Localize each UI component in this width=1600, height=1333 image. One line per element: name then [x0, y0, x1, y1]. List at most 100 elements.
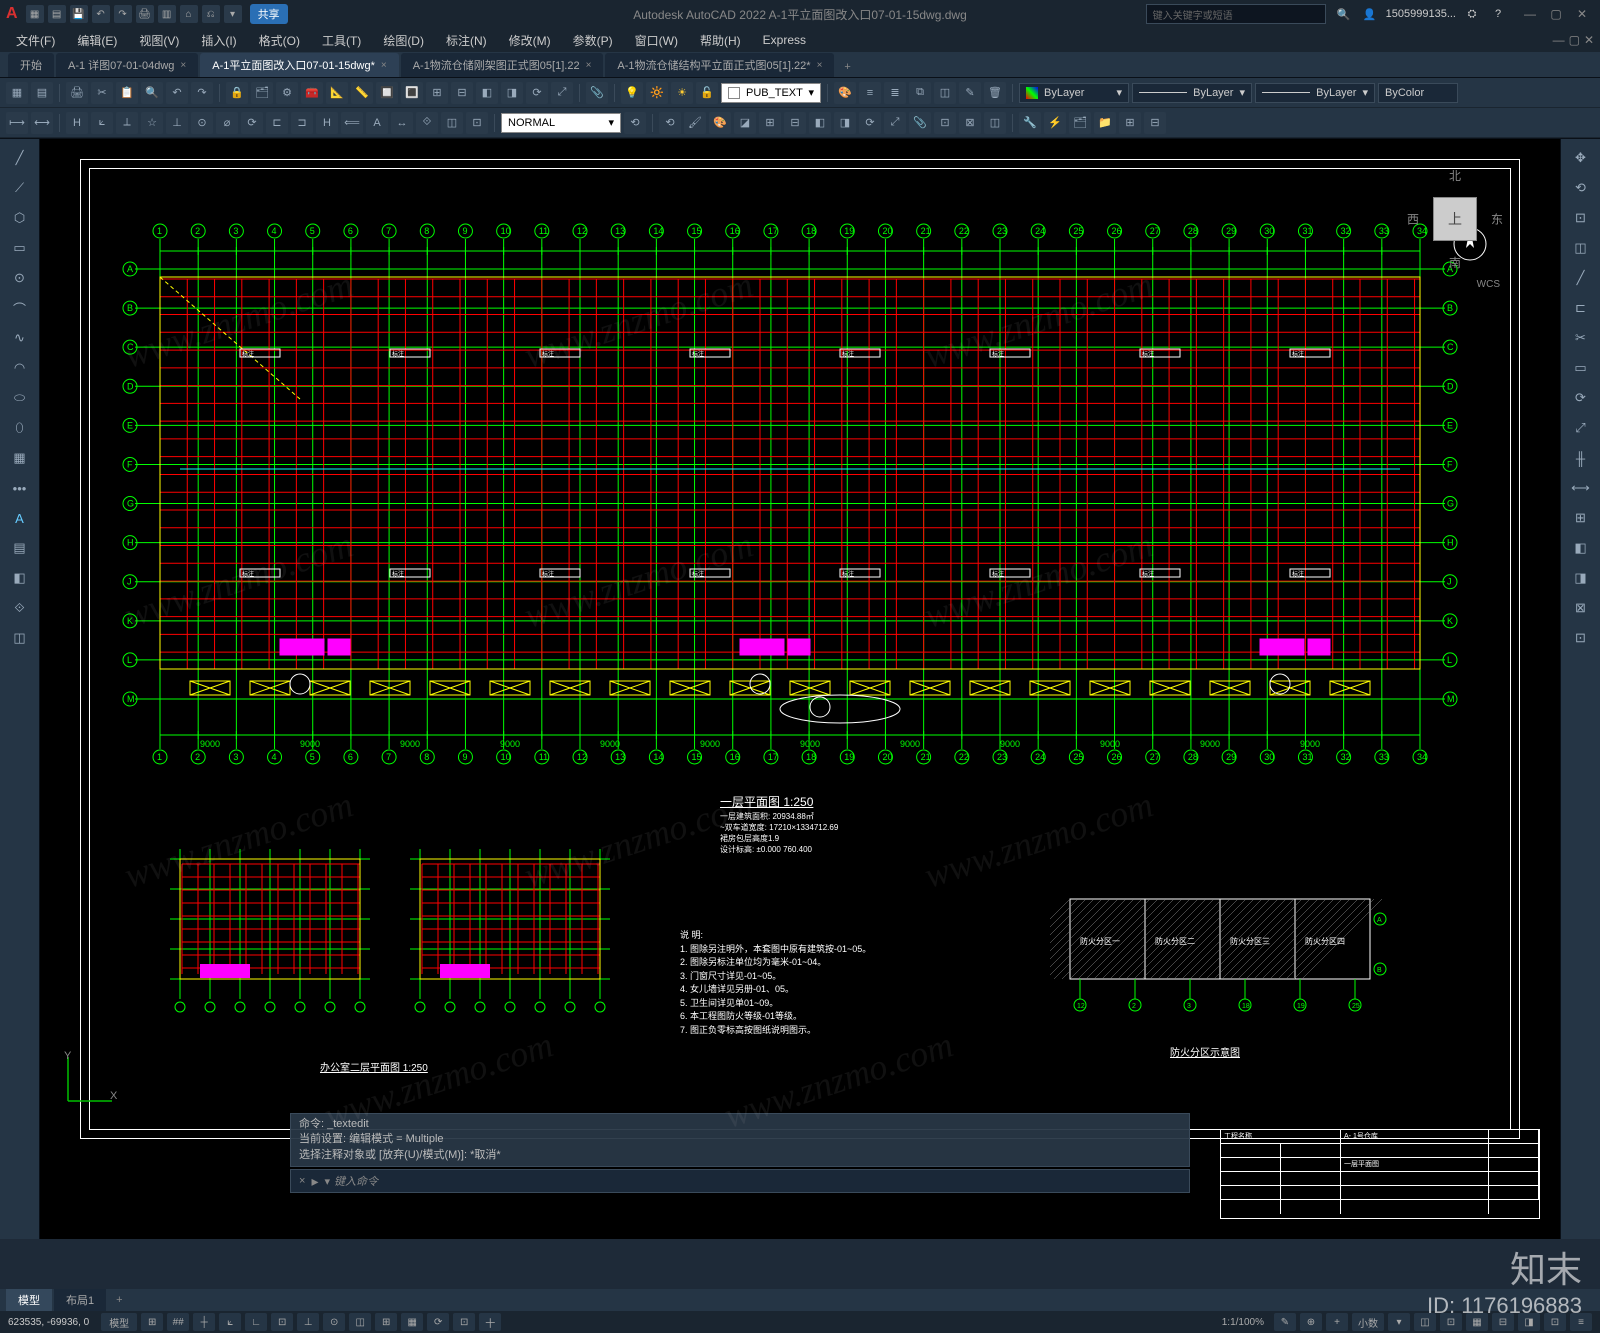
sb-icon[interactable]: ⊥ — [297, 1313, 319, 1331]
doc-minimize-icon[interactable]: — — [1553, 33, 1565, 47]
layer-combo[interactable]: PUB_TEXT▾ — [721, 83, 821, 103]
tb-icon[interactable]: 🔒 — [226, 82, 248, 104]
sb-snap-icon[interactable]: ## — [167, 1313, 189, 1331]
menu-dimension[interactable]: 标注(N) — [436, 30, 497, 51]
command-input[interactable]: × ▸ ▾ 键入命令 — [290, 1169, 1190, 1193]
tb-icon[interactable]: 📎 — [586, 82, 608, 104]
tb-icon[interactable]: ≣ — [884, 82, 906, 104]
menu-draw[interactable]: 绘图(D) — [373, 30, 434, 51]
menu-express[interactable]: Express — [753, 31, 816, 49]
tb-icon[interactable]: 🔳 — [401, 82, 423, 104]
tb-icon[interactable]: ≡ — [859, 82, 881, 104]
tool-icon[interactable]: ⬯ — [7, 415, 33, 441]
tab-drawing-active[interactable]: A-1平立面图改入口07-01-15dwg*× — [200, 53, 398, 77]
sb-icon[interactable]: ▾ — [1388, 1313, 1410, 1331]
vc-top-face[interactable]: 上 — [1433, 197, 1477, 241]
tb2-icon[interactable]: ⟲ — [659, 112, 681, 134]
wcs-label[interactable]: WCS — [1477, 279, 1500, 290]
plotstyle-combo[interactable]: ByColor — [1378, 83, 1458, 103]
tool-move-icon[interactable]: ✥ — [1568, 145, 1594, 171]
sb-icon[interactable]: 十 — [479, 1313, 501, 1331]
sb-grid-icon[interactable]: ⊞ — [141, 1313, 163, 1331]
tool-arc-icon[interactable]: ⌒ — [7, 295, 33, 321]
dim-icon[interactable]: ⟐ — [416, 112, 438, 134]
tb-bulb-icon[interactable]: 💡 — [621, 82, 643, 104]
qat-undo-icon[interactable]: ↶ — [92, 5, 110, 23]
tb-find-icon[interactable]: 🔍 — [141, 82, 163, 104]
tool-rect-icon[interactable]: ▭ — [7, 235, 33, 261]
sb-ortho-icon[interactable]: ∟ — [245, 1313, 267, 1331]
sb-icon[interactable]: ⊡ — [453, 1313, 475, 1331]
tool-icon[interactable]: ⊡ — [1568, 205, 1594, 231]
tb2-icon[interactable]: ⊟ — [784, 112, 806, 134]
sb-units[interactable]: 小数 — [1352, 1313, 1384, 1331]
tool-rotate-icon[interactable]: ⟲ — [1568, 175, 1594, 201]
menu-help[interactable]: 帮助(H) — [690, 30, 751, 51]
dimstyle-combo[interactable]: NORMAL▾ — [501, 113, 621, 133]
tb-icon[interactable]: ⟳ — [526, 82, 548, 104]
new-tab-button[interactable]: + — [836, 57, 858, 77]
tb-icon[interactable]: ⧉ — [909, 82, 931, 104]
qat-icon[interactable]: ⎌ — [202, 5, 220, 23]
tool-ellipse-icon[interactable]: ◠ — [7, 355, 33, 381]
tb2-icon[interactable]: 🎨 — [709, 112, 731, 134]
dim-icon[interactable]: ↔ — [391, 112, 413, 134]
tool-icon[interactable]: ◧ — [1568, 535, 1594, 561]
tb2-icon[interactable]: 🗂 — [1069, 112, 1091, 134]
doc-close-icon[interactable]: ✕ — [1584, 33, 1594, 47]
tool-icon[interactable]: ◫ — [1568, 235, 1594, 261]
tb-redo-icon[interactable]: ↷ — [191, 82, 213, 104]
tool-icon[interactable]: ⟳ — [1568, 385, 1594, 411]
tool-icon[interactable]: ▭ — [1568, 355, 1594, 381]
tb-paste-icon[interactable]: 📋 — [116, 82, 138, 104]
menu-parametric[interactable]: 参数(P) — [563, 30, 623, 51]
sb-model-button[interactable]: 模型 — [101, 1313, 137, 1331]
tool-icon[interactable]: ◫ — [7, 625, 33, 651]
tool-icon[interactable]: ⬭ — [7, 385, 33, 411]
tb-cut-icon[interactable]: ✂ — [91, 82, 113, 104]
tool-icon[interactable]: ⟷ — [1568, 475, 1594, 501]
doc-maximize-icon[interactable]: ▢ — [1569, 33, 1580, 47]
dim-icon[interactable]: ◫ — [441, 112, 463, 134]
tool-icon[interactable]: ⊞ — [1568, 505, 1594, 531]
dim-icon[interactable]: ☆ — [141, 112, 163, 134]
qat-dropdown-icon[interactable]: ▾ — [224, 5, 242, 23]
tb-icon[interactable]: ✎ — [959, 82, 981, 104]
tb-icon[interactable]: 🗑 — [984, 82, 1006, 104]
tab-close-icon[interactable]: × — [381, 60, 387, 71]
tb-icon[interactable]: ⤢ — [551, 82, 573, 104]
qat-print-icon[interactable]: 🖨 — [136, 5, 154, 23]
tb2-icon[interactable]: ⊠ — [959, 112, 981, 134]
tb2-icon[interactable]: 🔧 — [1019, 112, 1041, 134]
sb-icon[interactable]: ⊕ — [1300, 1313, 1322, 1331]
tb2-icon[interactable]: 🖌 — [684, 112, 706, 134]
tool-icon[interactable]: ✂ — [1568, 325, 1594, 351]
qat-icon[interactable]: ▤ — [48, 5, 66, 23]
menu-insert[interactable]: 插入(I) — [191, 30, 246, 51]
tb2-icon[interactable]: ⊞ — [759, 112, 781, 134]
maximize-button[interactable]: ▢ — [1544, 4, 1568, 24]
menu-tools[interactable]: 工具(T) — [312, 30, 371, 51]
qat-save-icon[interactable]: 💾 — [70, 5, 88, 23]
sb-scale[interactable]: 1:1/100% — [1216, 1317, 1270, 1328]
close-button[interactable]: ✕ — [1570, 4, 1594, 24]
tb-icon[interactable]: 🎨 — [834, 82, 856, 104]
tool-spline-icon[interactable]: ∿ — [7, 325, 33, 351]
viewcube[interactable]: 北 南 东 西 上 — [1405, 169, 1505, 269]
tb-sun-icon[interactable]: 🔆 — [646, 82, 668, 104]
tb-icon[interactable]: 🔲 — [376, 82, 398, 104]
dim-icon[interactable]: ⟂ — [116, 112, 138, 134]
sb-icon[interactable]: ⊡ — [271, 1313, 293, 1331]
dim-icon[interactable]: H — [316, 112, 338, 134]
tool-hatch-icon[interactable]: ▦ — [7, 445, 33, 471]
tb-icon[interactable]: 📐 — [326, 82, 348, 104]
help-icon[interactable]: ? — [1488, 4, 1508, 24]
sb-icon[interactable]: ✎ — [1274, 1313, 1296, 1331]
tool-icon[interactable]: ⤢ — [1568, 415, 1594, 441]
dim-icon[interactable]: ⟷ — [31, 112, 53, 134]
tb2-icon[interactable]: ⟳ — [859, 112, 881, 134]
share-button[interactable]: 共享 — [250, 4, 288, 24]
tool-icon[interactable]: ◧ — [7, 565, 33, 591]
tool-icon[interactable]: ╫ — [1568, 445, 1594, 471]
tab-drawing[interactable]: A-1物流仓储刚架图正式图05[1].22× — [401, 53, 604, 77]
